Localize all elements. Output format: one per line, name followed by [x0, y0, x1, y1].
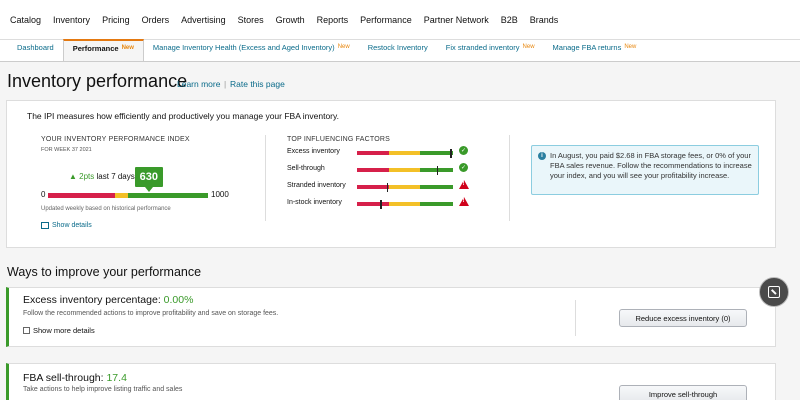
- tab-manage-fba-returns[interactable]: Manage FBA returns New: [544, 39, 646, 61]
- card-title-value: 0.00%: [163, 294, 194, 306]
- tab-label: Manage Inventory Health (Excess and Aged…: [152, 42, 335, 52]
- scale-max: 1000: [211, 190, 229, 199]
- sell-through-card: FBA sell-through: 17.4 Take actions to h…: [6, 363, 776, 400]
- checkbox-label: Show more details: [33, 326, 95, 335]
- check-circle-icon: ✓: [459, 163, 468, 172]
- ipi-week: FOR WEEK 37 2021: [41, 147, 92, 153]
- nav-pricing[interactable]: Pricing: [102, 14, 130, 25]
- factor-marker: [436, 165, 439, 175]
- new-badge: New: [522, 44, 535, 50]
- tab-label: Restock Inventory: [367, 42, 428, 52]
- new-badge: New: [121, 45, 134, 51]
- ipi-change: ▲ 2pts last 7 days: [69, 172, 135, 181]
- excess-inventory-card: Excess inventory percentage: 0.00% Follo…: [6, 287, 776, 347]
- tab-dashboard[interactable]: Dashboard: [8, 39, 63, 61]
- divider: [509, 135, 510, 221]
- show-details-link[interactable]: Show details: [41, 222, 92, 229]
- section-title: Ways to improve your performance: [7, 265, 202, 279]
- card-title: Excess inventory percentage: 0.00%: [23, 294, 193, 306]
- warning-icon: [459, 197, 469, 206]
- show-more-details-checkbox[interactable]: Show more details: [23, 326, 95, 335]
- factor-bar: [357, 165, 453, 175]
- card-description: Take actions to help improve listing tra…: [23, 386, 183, 393]
- info-icon: i: [538, 152, 546, 160]
- card-title: FBA sell-through: 17.4: [23, 372, 127, 384]
- nav-partner-network[interactable]: Partner Network: [423, 14, 489, 25]
- reduce-excess-inventory-button[interactable]: Reduce excess inventory (0): [619, 309, 747, 327]
- factor-bar: [357, 182, 453, 192]
- new-badge: New: [624, 44, 637, 50]
- card-title-label: Excess inventory percentage:: [23, 294, 161, 306]
- ipi-label: YOUR INVENTORY PERFORMANCE INDEX: [41, 136, 190, 143]
- bar-red-segment: [48, 193, 116, 198]
- nav-stores[interactable]: Stores: [237, 14, 264, 25]
- ipi-score-badge: 630: [134, 167, 163, 192]
- change-points: 2pts: [79, 172, 95, 181]
- factor-sell-through: Sell-through: [287, 165, 325, 172]
- bar-yellow-segment: [115, 193, 128, 198]
- checkbox[interactable]: [23, 327, 30, 334]
- nav-orders[interactable]: Orders: [141, 14, 170, 25]
- check-circle-icon: ✓: [459, 146, 468, 155]
- factor-marker: [380, 199, 382, 209]
- card-title-value: 17.4: [106, 372, 127, 384]
- nav-brands[interactable]: Brands: [529, 14, 559, 25]
- ipi-panel: The IPI measures how efficiently and pro…: [6, 100, 776, 248]
- tab-label: Dashboard: [17, 42, 54, 52]
- tab-label: Performance: [72, 43, 119, 53]
- factor-stranded-inventory: Stranded inventory: [287, 182, 346, 189]
- factor-excess-inventory: Excess inventory: [287, 148, 340, 155]
- factor-bar: [357, 148, 453, 158]
- change-period: last 7 days: [96, 172, 135, 181]
- factor-in-stock-inventory: In-stock inventory: [287, 199, 342, 206]
- factor-marker: [450, 148, 452, 158]
- link-separator: |: [224, 79, 227, 89]
- card-title-label: FBA sell-through:: [23, 372, 104, 384]
- show-details-label: Show details: [52, 222, 92, 229]
- ipi-updated-note: Updated weekly based on historical perfo…: [41, 206, 171, 212]
- tab-manage-inventory-health[interactable]: Manage Inventory Health (Excess and Aged…: [144, 39, 359, 61]
- storage-fee-info-box: i In August, you paid $2.68 in FBA stora…: [531, 145, 759, 195]
- tab-label: Manage FBA returns: [552, 42, 622, 52]
- nav-growth[interactable]: Growth: [275, 14, 305, 25]
- info-text: In August, you paid $2.68 in FBA storage…: [550, 151, 752, 180]
- divider: [265, 135, 266, 221]
- bar-green-segment: [127, 193, 208, 198]
- inventory-tabs: Dashboard Performance New Manage Inventor…: [0, 39, 800, 62]
- ipi-score-bar: [48, 193, 208, 198]
- factors-title: TOP INFLUENCING FACTORS: [287, 136, 391, 143]
- nav-inventory[interactable]: Inventory: [53, 14, 91, 25]
- page-title: Inventory performance: [7, 71, 188, 91]
- tab-restock-inventory[interactable]: Restock Inventory: [359, 39, 437, 61]
- tab-performance[interactable]: Performance New: [62, 39, 144, 61]
- nav-catalog[interactable]: Catalog: [10, 14, 42, 25]
- details-icon: [41, 222, 49, 229]
- factor-marker: [386, 182, 389, 192]
- card-description: Follow the recommended actions to improv…: [23, 310, 279, 317]
- top-navigation: Catalog Inventory Pricing Orders Adverti…: [0, 0, 800, 40]
- tab-fix-stranded-inventory[interactable]: Fix stranded inventory New: [437, 39, 544, 61]
- warning-icon: [459, 180, 469, 189]
- nav-performance[interactable]: Performance: [360, 14, 412, 25]
- divider: [575, 300, 576, 336]
- nav-advertising[interactable]: Advertising: [181, 14, 226, 25]
- ipi-description: The IPI measures how efficiently and pro…: [27, 111, 339, 121]
- up-arrow-icon: ▲: [69, 172, 77, 181]
- tab-label: Fix stranded inventory: [445, 42, 520, 52]
- nav-b2b[interactable]: B2B: [500, 14, 518, 25]
- nav-reports[interactable]: Reports: [316, 14, 349, 25]
- scale-min: 0: [41, 190, 46, 199]
- improve-sell-through-button[interactable]: Improve sell-through: [619, 385, 747, 400]
- rate-this-page-link[interactable]: Rate this page: [230, 79, 285, 89]
- learn-more-link[interactable]: Learn more: [177, 79, 221, 89]
- factor-bar: [357, 199, 453, 209]
- new-badge: New: [337, 44, 350, 50]
- expand-icon[interactable]: [759, 277, 789, 307]
